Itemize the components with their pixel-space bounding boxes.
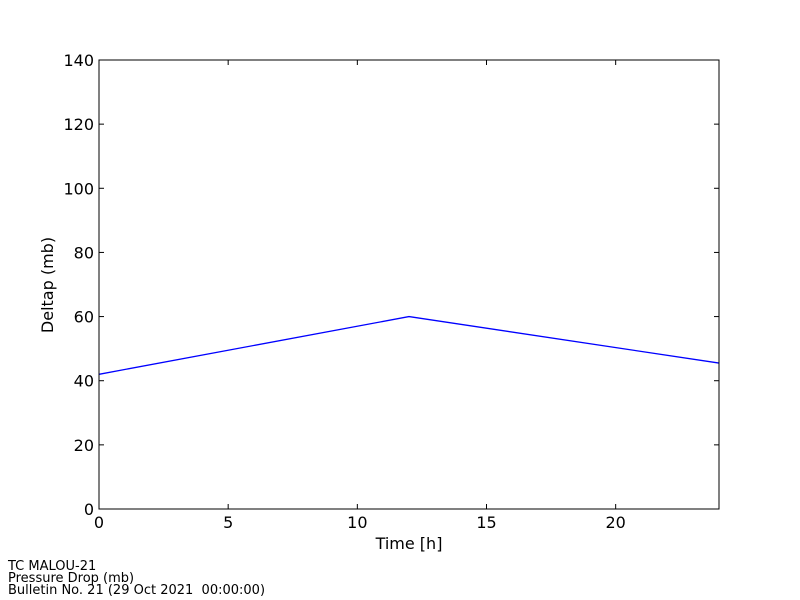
x-tick-label: 10 xyxy=(347,513,367,532)
y-tick-label: 100 xyxy=(63,179,94,198)
footer-note: Pressure Drop (mb) xyxy=(8,571,134,586)
footer-note: TC MALOU-21 xyxy=(7,559,96,574)
data-line xyxy=(98,315,720,375)
y-axis-label: Deltap (mb) xyxy=(38,237,57,333)
y-tick-label: 40 xyxy=(74,372,94,391)
y-tick-label: 60 xyxy=(74,308,94,327)
x-tick-label: 0 xyxy=(94,513,104,532)
x-tick-label: 15 xyxy=(476,513,496,532)
plot-frame xyxy=(98,59,720,510)
y-tick-label: 80 xyxy=(74,243,94,262)
y-tick-label: 20 xyxy=(74,436,94,455)
y-tick-label: 120 xyxy=(63,115,94,134)
x-tick-label: 5 xyxy=(223,513,233,532)
x-tick-label: 20 xyxy=(605,513,625,532)
x-axis-label: Time [h] xyxy=(375,534,443,553)
footer-note: Bulletin No. 21 (29 Oct 2021 00:00:00) xyxy=(8,583,265,598)
y-tick-label: 140 xyxy=(63,51,94,70)
y-tick-label: 0 xyxy=(84,500,94,519)
